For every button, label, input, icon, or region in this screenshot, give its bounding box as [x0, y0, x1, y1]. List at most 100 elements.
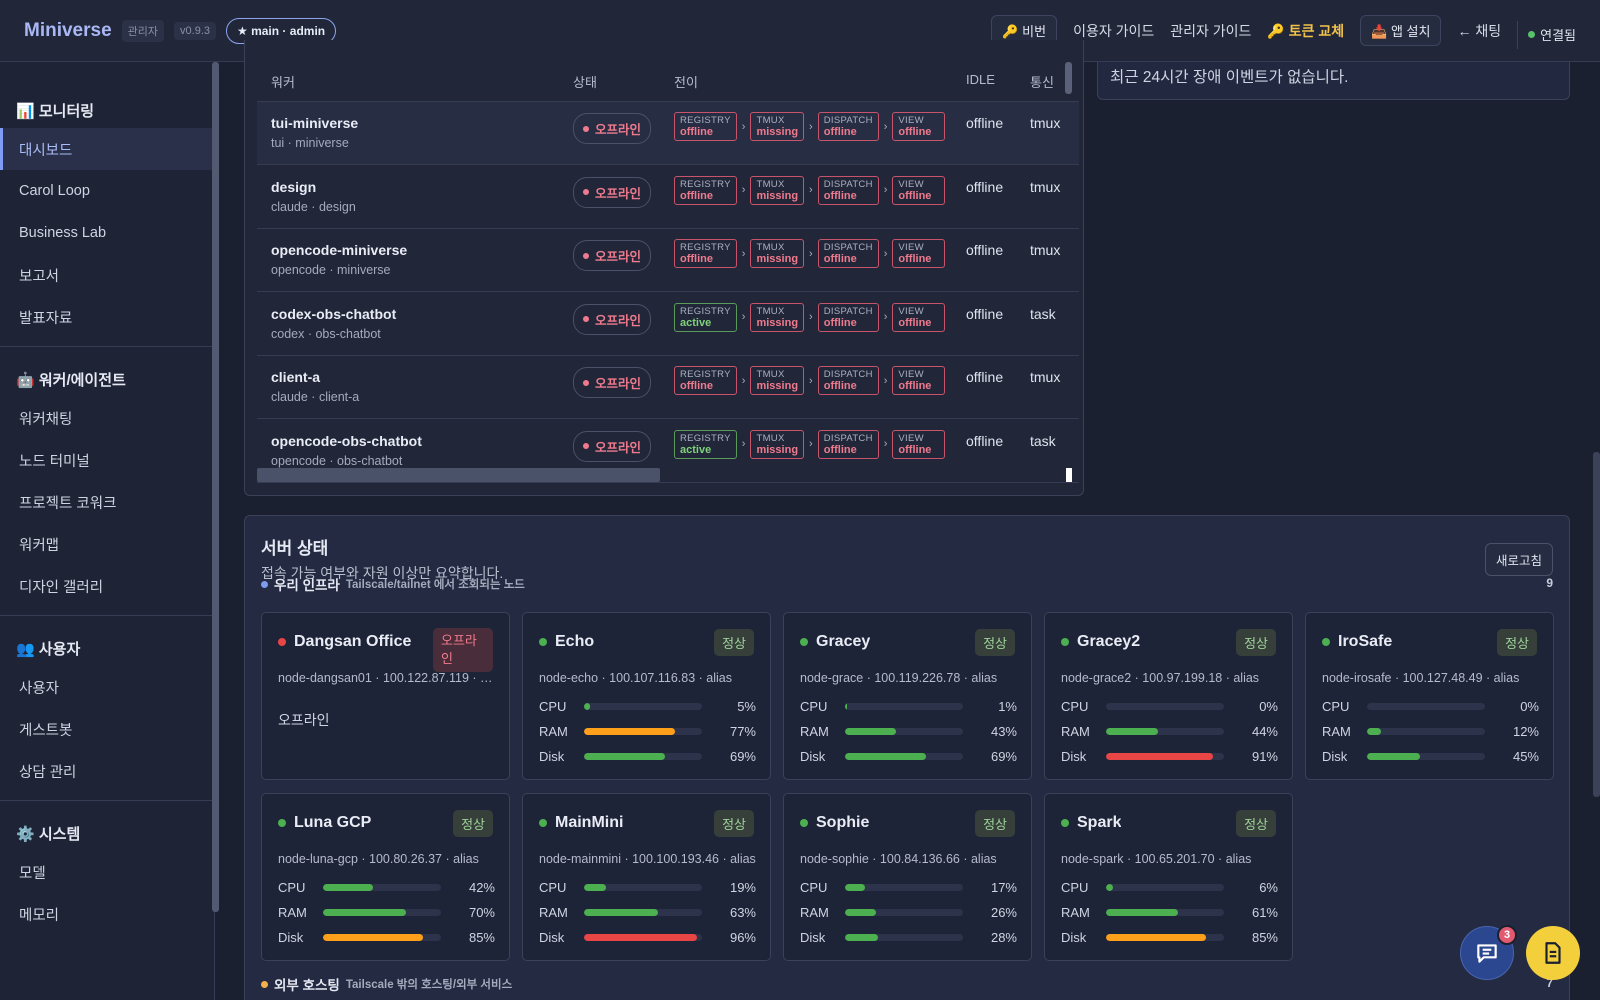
table-row[interactable]: opencode-obs-chatbot opencode · obs-chatb…: [257, 420, 1079, 483]
worker-subtitle: claude · design: [271, 199, 356, 214]
sidebar-item[interactable]: 워커맵: [19, 537, 60, 554]
col-idle[interactable]: IDLE: [966, 72, 995, 87]
metric-ram: RAM 12%: [1322, 723, 1539, 741]
stage-value: offline: [680, 380, 713, 392]
admin-guide-link[interactable]: 관리자 가이드: [1170, 22, 1252, 39]
sidebar-item[interactable]: Business Lab: [19, 225, 107, 241]
user-guide-link[interactable]: 이용자 가이드: [1073, 22, 1155, 39]
worker-name[interactable]: design: [271, 178, 317, 195]
worker-table-header: 워커 상태 전이 IDLE 통신: [257, 62, 1079, 102]
sidebar-item[interactable]: 대시보드: [0, 128, 214, 170]
stage-chip: DISPATCH offline: [817, 302, 879, 332]
chat-link[interactable]: ← 채팅: [1457, 22, 1502, 39]
server-name: Gracey: [800, 633, 958, 651]
token-swap-link[interactable]: 🔑 토큰 교체: [1267, 22, 1345, 39]
worker-name[interactable]: client-a: [271, 369, 321, 385]
metric-label: Disk: [539, 749, 565, 764]
table-row[interactable]: opencode-miniverse opencode · miniverse 오프…: [257, 229, 1079, 292]
server-name: Gracey2: [1061, 633, 1219, 651]
metric-label: Disk: [1322, 749, 1348, 764]
server-node-info: node-spark · 100.65.201.70 · alias: [1061, 852, 1252, 866]
server-card[interactable]: Luna GCP 정상 node-luna-gcp · 100.80.26.37 ·…: [261, 793, 510, 961]
server-node-info: node-mainmini · 100.100.193.46 · alias: [539, 852, 756, 866]
metric-bar: [845, 909, 963, 916]
sidebar-item[interactable]: 사용자: [19, 680, 60, 697]
server-card[interactable]: Gracey 정상 node-grace · 100.119.226.78 · al…: [783, 612, 1032, 780]
worker-subtitle: opencode · miniverse: [271, 263, 391, 277]
stage-value: offline: [898, 316, 932, 329]
sidebar-item[interactable]: 메모리: [19, 907, 60, 924]
sidebar-item[interactable]: 보고서: [19, 268, 60, 285]
brand-logo[interactable]: Miniverse: [24, 19, 112, 41]
metric-cpu: CPU 5%: [539, 698, 756, 716]
metric-value: 12%: [1512, 724, 1539, 739]
metric-bar-fill: [584, 753, 666, 760]
sidebar-item[interactable]: 노드 터미널: [19, 453, 90, 470]
metric-bar: [584, 909, 702, 916]
server-name-text: Echo: [555, 633, 595, 650]
install-app-button[interactable]: 📥 앱 설치: [1360, 15, 1442, 46]
worker-subtitle: codex · obs-chatbot: [271, 326, 381, 341]
metric-cpu: CPU 0%: [1061, 698, 1278, 716]
col-transition[interactable]: 전이: [674, 75, 698, 90]
stage-value: offline: [823, 443, 857, 456]
col-worker[interactable]: 워커: [271, 75, 295, 90]
worker-name[interactable]: tui-miniverse: [271, 115, 359, 131]
server-status-dot-icon: [539, 638, 547, 646]
table-horizontal-scrollbar[interactable]: [257, 468, 660, 482]
stage-name: REGISTRY: [680, 369, 731, 380]
server-card[interactable]: Sophie 정상 node-sophie · 100.84.136.66 · al…: [783, 793, 1032, 961]
worker-name[interactable]: codex-obs-chatbot: [271, 305, 397, 322]
col-status[interactable]: 상태: [573, 75, 597, 90]
table-row[interactable]: design claude · design 오프라인 REGISTRY offline…: [257, 166, 1079, 229]
server-card[interactable]: Echo 정상 node-echo · 100.107.116.83 · alias…: [522, 612, 771, 780]
table-row[interactable]: codex-obs-chatbot codex · obs-chatbot 오프라인…: [257, 293, 1079, 356]
server-node-info: node-irosafe · 100.127.48.49 · alias: [1322, 671, 1520, 685]
refresh-button[interactable]: 새로고침: [1484, 543, 1553, 576]
sidebar-item[interactable]: 워커채팅: [19, 411, 73, 428]
metric-bar: [1106, 753, 1224, 760]
server-status-badge: 정상: [975, 810, 1015, 837]
table-row[interactable]: tui-miniverse tui · miniverse 오프라인 REGISTRY…: [257, 102, 1079, 165]
metric-value: 69%: [990, 749, 1017, 764]
col-comm[interactable]: 통신: [1030, 75, 1054, 90]
metric-disk: Disk 91%: [1061, 748, 1278, 766]
page-scrollbar[interactable]: [1593, 452, 1600, 797]
sidebar: 📊 모니터링 대시보드 Carol Loop Business Lab 보고서 발표자료 🤖…: [0, 62, 215, 1000]
document-fab-button[interactable]: [1526, 926, 1580, 980]
sidebar-item[interactable]: 상담 관리: [19, 764, 77, 781]
table-row[interactable]: client-a claude · client-a 오프라인 REGISTRY off…: [257, 356, 1079, 419]
chat-fab-button[interactable]: 3: [1460, 925, 1517, 980]
sidebar-item[interactable]: 발표자료: [19, 310, 73, 327]
sidebar-item[interactable]: 모델: [19, 865, 46, 882]
metric-bar: [584, 728, 702, 735]
worker-name[interactable]: opencode-obs-chatbot: [271, 432, 422, 449]
stage-chip: VIEW offline: [892, 366, 946, 395]
sidebar-item[interactable]: 디자인 갤러리: [19, 579, 104, 596]
server-card[interactable]: Gracey2 정상 node-grace2 · 100.97.199.18 · a…: [1044, 612, 1293, 780]
server-card[interactable]: Spark 정상 node-spark · 100.65.201.70 · alia…: [1044, 793, 1293, 961]
metric-label: CPU: [1061, 880, 1089, 895]
sidebar-item[interactable]: Carol Loop: [19, 183, 90, 199]
metric-bar: [323, 884, 441, 891]
sidebar-item[interactable]: 게스트봇: [19, 722, 73, 739]
sidebar-scrollbar[interactable]: [212, 62, 219, 912]
chevron-right-icon: ›: [883, 374, 888, 387]
metric-disk: Disk 69%: [539, 748, 756, 766]
metric-label: Disk: [800, 930, 826, 945]
stage-value: active: [680, 443, 712, 456]
status-badge: 오프라인: [573, 176, 652, 208]
sidebar-item[interactable]: 프로젝트 코워크: [19, 495, 117, 512]
status-badge: 오프라인: [573, 367, 652, 398]
server-card[interactable]: IroSafe 정상 node-irosafe · 100.127.48.49 · …: [1305, 612, 1554, 780]
worker-subtitle: tui · miniverse: [271, 136, 349, 150]
server-status-dot-icon: [1061, 638, 1069, 646]
server-name-text: Gracey2: [1077, 633, 1141, 650]
metric-bar-fill: [1106, 934, 1207, 941]
worker-name[interactable]: opencode-miniverse: [271, 242, 408, 258]
stage-name: REGISTRY: [680, 432, 731, 444]
table-vertical-scrollbar[interactable]: [1065, 62, 1072, 94]
metric-cpu: CPU 0%: [1322, 698, 1539, 716]
server-card[interactable]: MainMini 정상 node-mainmini · 100.100.193.46…: [522, 793, 771, 961]
server-card[interactable]: Dangsan Office 오프라인 node-dangsan01 · 100.1…: [261, 612, 510, 780]
